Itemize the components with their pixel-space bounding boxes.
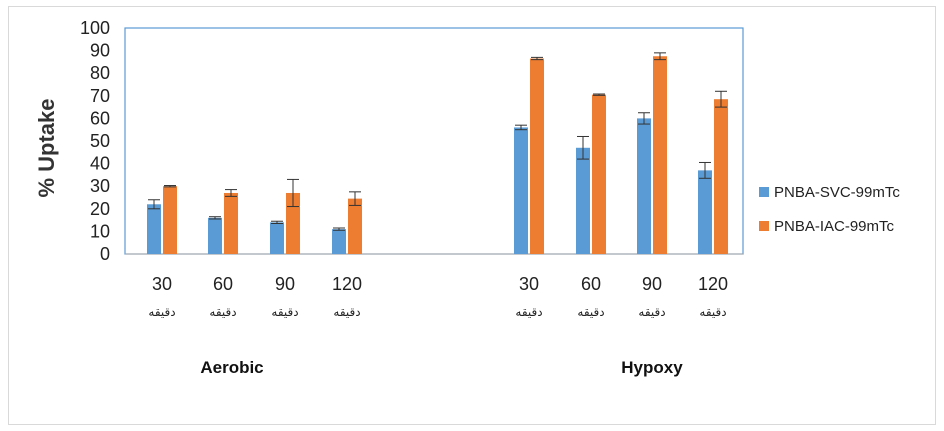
legend: PNBA-SVC-99mTc PNBA-IAC-99mTc: [759, 184, 900, 235]
bar-svc: [332, 229, 346, 254]
error-bar: [209, 216, 221, 220]
chart-frame: [8, 6, 936, 425]
x-tick-unit: دقيقه: [271, 305, 298, 319]
x-tick-value: 60: [213, 274, 233, 294]
x-tick-value: 120: [698, 274, 728, 294]
y-tick-label: 80: [90, 63, 110, 83]
x-tick-unit: دقيقه: [148, 305, 175, 319]
bar-svc: [147, 204, 161, 254]
error-bar: [333, 227, 345, 231]
x-tick-unit: دقيقه: [638, 305, 665, 319]
x-tick-unit: دقيقه: [209, 305, 236, 319]
error-bar: [593, 93, 605, 96]
x-tick-unit: دقيقه: [515, 305, 542, 319]
x-tick-unit: دقيقه: [577, 305, 604, 319]
error-bars: [148, 52, 727, 231]
error-bar: [287, 178, 299, 208]
legend-item: PNBA-SVC-99mTc: [759, 184, 900, 201]
legend-label: PNBA-IAC-99mTc: [774, 218, 895, 235]
y-tick-label: 40: [90, 154, 110, 174]
bar-svc: [208, 217, 222, 254]
bar-iac: [653, 56, 667, 254]
x-tick-value: 30: [152, 274, 172, 294]
error-bar: [164, 185, 176, 188]
error-bar: [577, 135, 589, 160]
x-tick-value: 30: [519, 274, 539, 294]
error-bar: [654, 52, 666, 61]
error-bar: [638, 112, 650, 125]
bars: [147, 56, 728, 255]
x-axis-labels: 30 دقيقه 60 دقيقه 90 دقيقه 120 دقيقه Aerobic 30 دق…: [148, 274, 728, 377]
legend-swatch: [759, 187, 769, 197]
bar-iac: [592, 94, 606, 254]
error-bar: [225, 189, 237, 197]
bar-svc: [637, 118, 651, 255]
error-bar: [349, 191, 361, 206]
group-label: Aerobic: [200, 358, 263, 377]
x-tick-unit: دقيقه: [699, 305, 726, 319]
bar-iac: [348, 198, 362, 254]
legend-swatch: [759, 221, 769, 231]
y-tick-label: 10: [90, 221, 110, 241]
x-tick-value: 60: [581, 274, 601, 294]
bar-iac: [530, 58, 544, 255]
x-tick-value: 90: [642, 274, 662, 294]
error-bar: [148, 199, 160, 210]
bar-svc: [576, 147, 590, 254]
bar-iac: [286, 192, 300, 254]
bar-svc: [514, 127, 528, 254]
legend-label: PNBA-SVC-99mTc: [774, 184, 900, 201]
y-tick-label: 20: [90, 199, 110, 219]
y-axis-label: % Uptake: [34, 98, 59, 197]
bar-iac: [224, 192, 238, 254]
legend-item: PNBA-IAC-99mTc: [759, 218, 895, 235]
bar-svc: [270, 222, 284, 254]
x-tick-value: 90: [275, 274, 295, 294]
error-bar: [271, 220, 283, 224]
group-label: Hypoxy: [621, 358, 683, 377]
bar-iac: [714, 99, 728, 254]
x-tick-unit: دقيقه: [333, 305, 360, 319]
y-tick-label: 70: [90, 86, 110, 106]
bar-iac: [163, 186, 177, 254]
y-tick-label: 90: [90, 41, 110, 61]
bar-svc: [698, 170, 712, 254]
x-tick-value: 120: [332, 274, 362, 294]
y-tick-label: 100: [80, 18, 110, 38]
error-bar: [715, 90, 727, 108]
y-tick-label: 50: [90, 131, 110, 151]
y-tick-label: 30: [90, 176, 110, 196]
y-tick-label: 60: [90, 108, 110, 128]
error-bar: [515, 124, 527, 131]
y-tick-label: 0: [100, 244, 110, 264]
error-bar: [699, 161, 711, 179]
error-bar: [531, 56, 543, 61]
